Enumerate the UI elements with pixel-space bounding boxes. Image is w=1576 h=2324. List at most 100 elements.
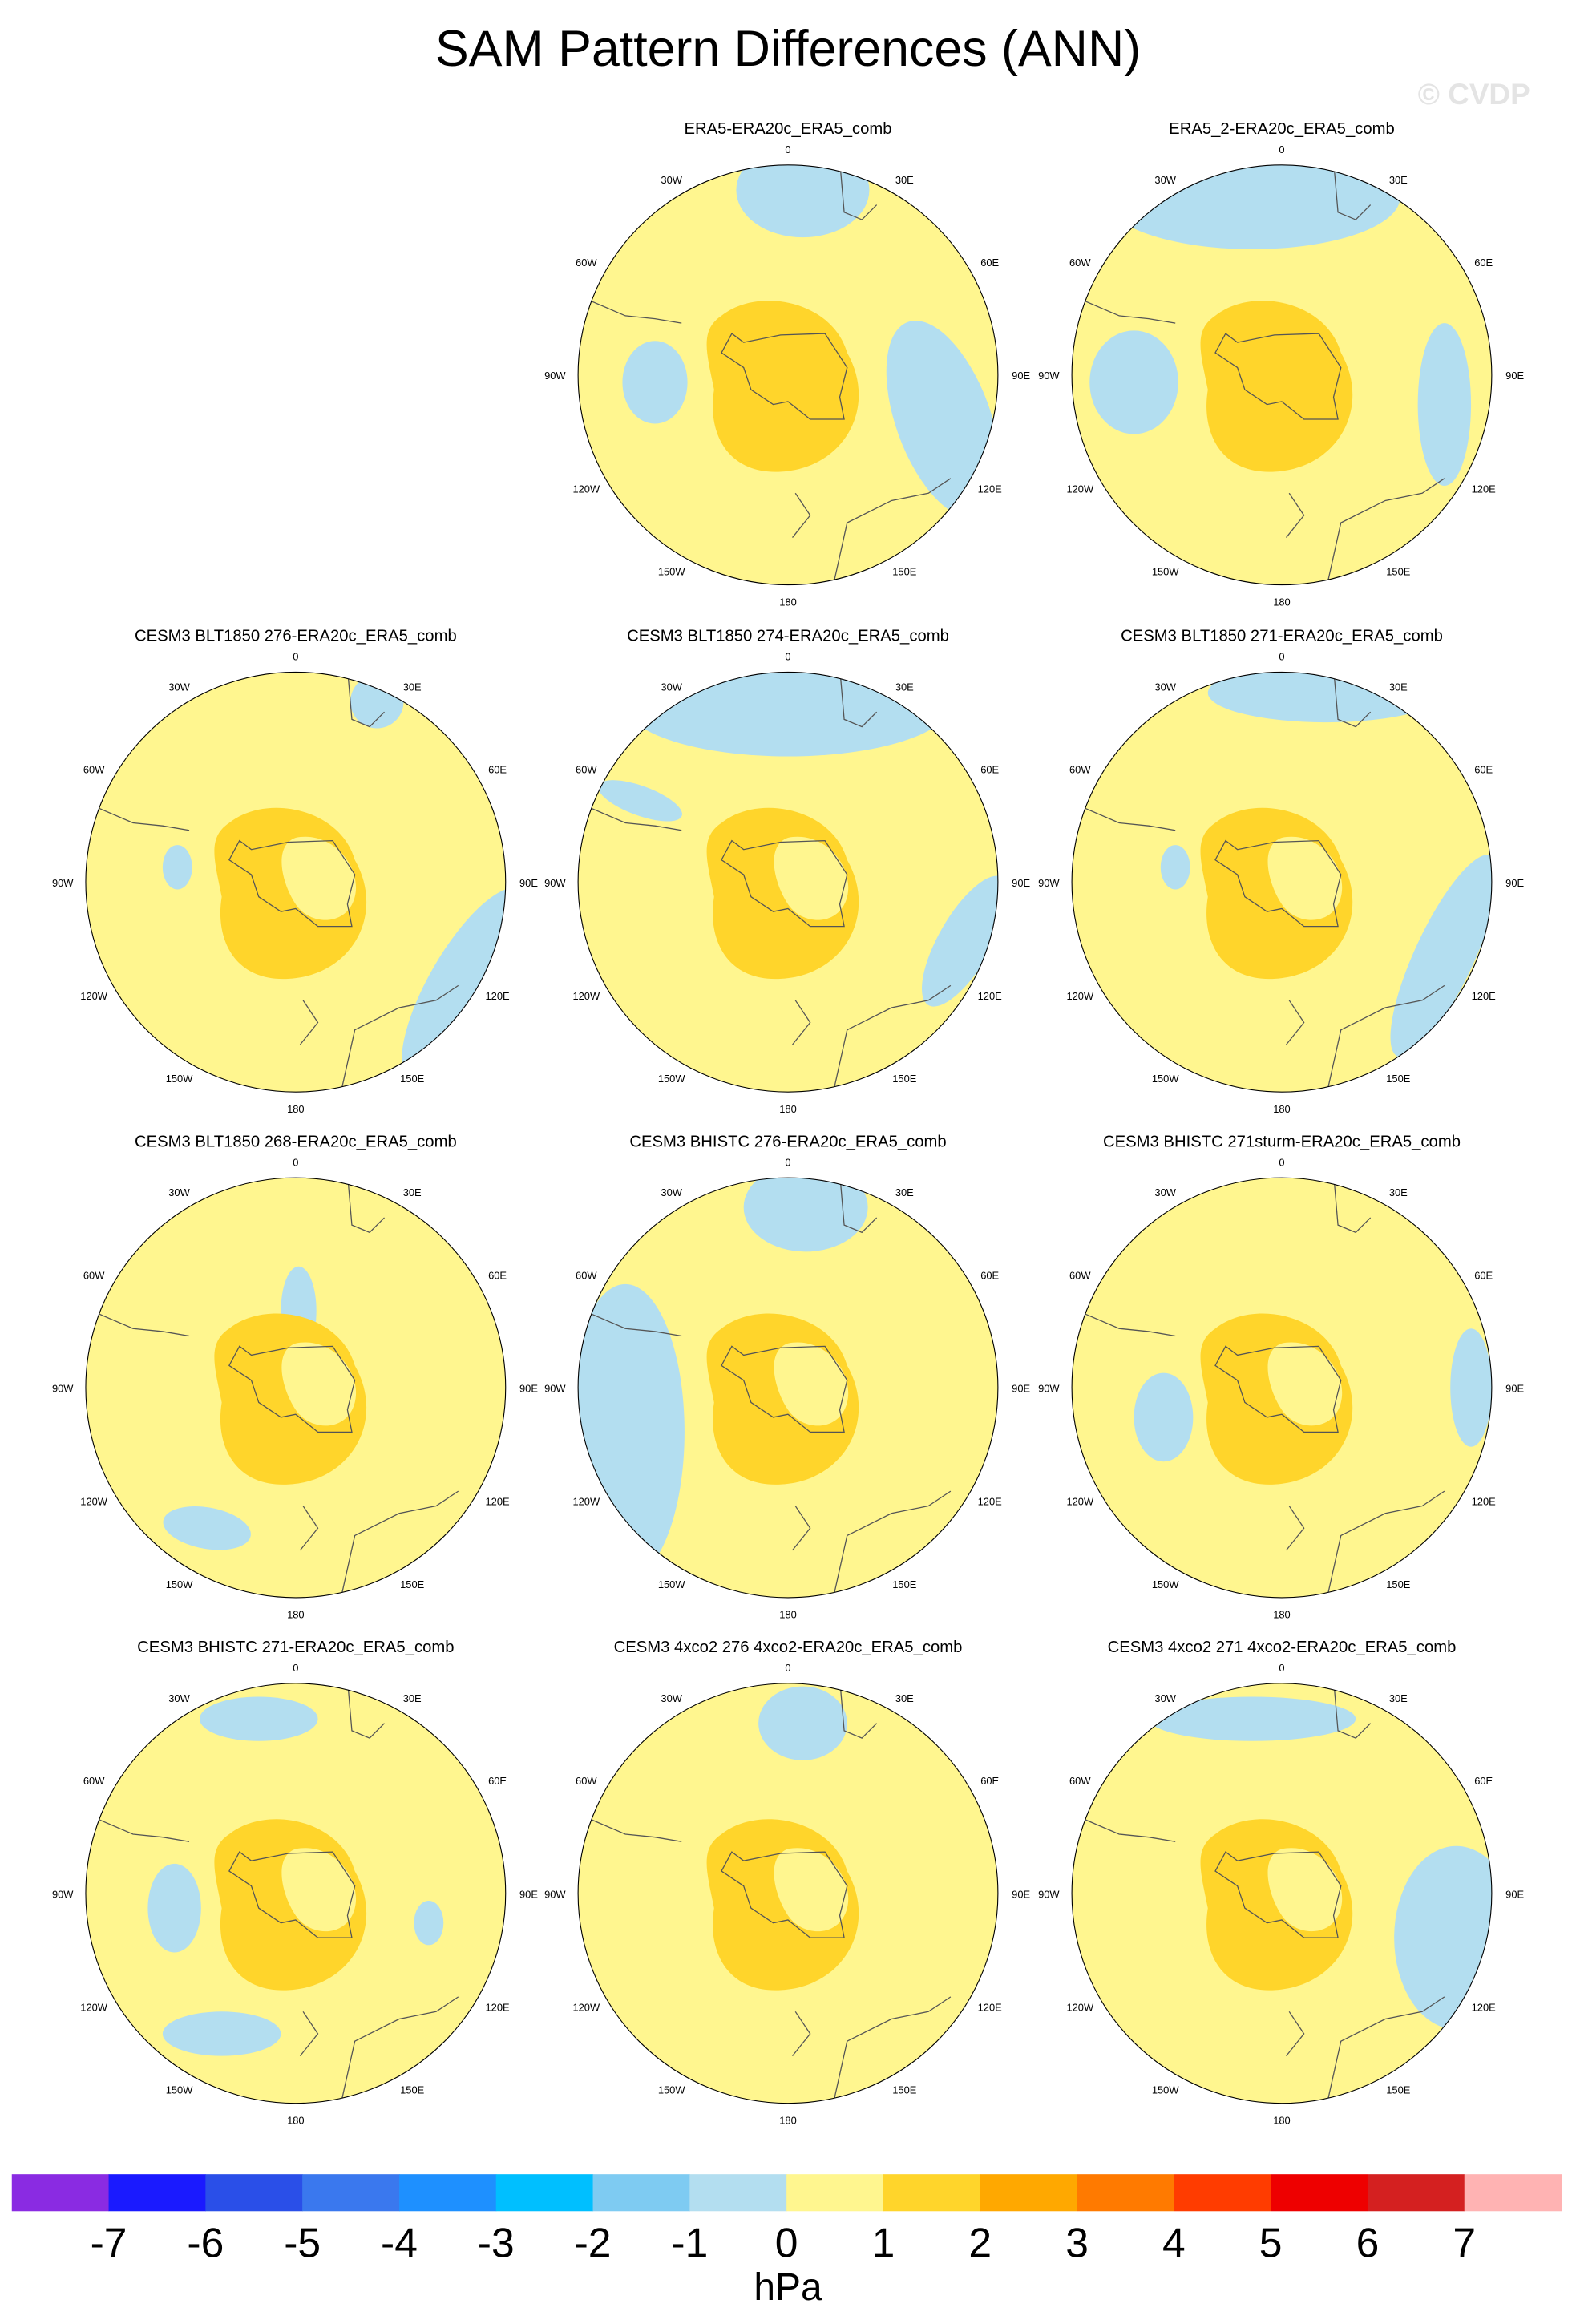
longitude-label: 120W [1066, 483, 1094, 495]
negative-anomaly [622, 341, 688, 424]
coastline [1214, 839, 1342, 928]
coastline [721, 839, 848, 928]
longitude-label: 60W [1069, 764, 1091, 776]
longitude-label: 60W [1069, 1269, 1091, 1281]
longitude-label: 120W [572, 483, 600, 495]
longitude-label: 30E [895, 681, 914, 693]
weak-anomaly [1267, 836, 1343, 920]
longitude-label: 120E [486, 1496, 511, 1508]
negative-anomaly [758, 1686, 847, 1760]
negative-anomaly [1089, 330, 1178, 434]
colorbar-box [1367, 2174, 1465, 2212]
longitude-label: 30W [168, 1692, 190, 1704]
longitude-label: 150W [658, 2084, 686, 2096]
longitude-label: 150W [658, 566, 686, 578]
panel-title: CESM3 BHISTC 276-ERA20c_ERA5_comb [629, 1133, 946, 1150]
map-panel: CESM3 BHISTC 271sturm-ERA20c_ERA5_comb 0 3… [1038, 1133, 1524, 1620]
longitude-label: 90W [544, 877, 566, 889]
longitude-label: 0 [1279, 143, 1284, 156]
longitude-label: 90E [519, 1383, 538, 1395]
map-border [577, 671, 999, 1093]
map-panel: CESM3 BHISTC 276-ERA20c_ERA5_comb 0 30E 60E… [544, 1133, 1030, 1620]
colorbar-box [980, 2174, 1078, 2212]
colorbar-label: -5 [284, 2219, 321, 2265]
negative-anomaly [598, 780, 682, 822]
longitude-label: 30W [661, 681, 682, 693]
map-panel: CESM3 4xco2 271 4xco2-ERA20c_ERA5_comb 0 3… [1038, 1639, 1524, 2126]
map-fill [85, 1683, 506, 2104]
longitude-label: 180 [287, 2114, 305, 2126]
longitude-label: 90E [1505, 1888, 1524, 1900]
negative-anomaly [1394, 1845, 1492, 2030]
negative-anomaly [402, 887, 506, 1084]
longitude-label: 60W [576, 764, 597, 776]
panel-title: CESM3 BLT1850 276-ERA20c_ERA5_comb [135, 628, 457, 645]
longitude-label: 90W [1038, 370, 1060, 382]
colorbar-label: 3 [1065, 2219, 1089, 2265]
longitude-label: 30E [895, 174, 914, 186]
longitude-label: 150W [1152, 2084, 1180, 2096]
colorbar-box [689, 2174, 787, 2212]
longitude-label: 60W [576, 1775, 597, 1787]
weak-anomaly [774, 1342, 849, 1426]
longitude-label: 180 [1273, 2114, 1291, 2126]
longitude-label: 150W [658, 1073, 686, 1085]
negative-anomaly [1450, 1328, 1492, 1447]
negative-anomaly [162, 2011, 281, 2056]
watermark: © CVDP [1418, 78, 1530, 111]
longitude-label: 120E [978, 2001, 1003, 2013]
map-panel: CESM3 BLT1850 276-ERA20c_ERA5_comb 0 30E 60… [52, 628, 538, 1115]
map-border [577, 1683, 999, 2104]
map-panel: ERA5-ERA20c_ERA5_comb 0 30E 60E 90E 120E 150E 1… [544, 120, 1030, 608]
longitude-label: 0 [785, 1662, 790, 1674]
panel-title: CESM3 BLT1850 271-ERA20c_ERA5_comb [1121, 628, 1443, 645]
colorbar-box [108, 2174, 206, 2212]
longitude-label: 120E [1472, 1496, 1497, 1508]
longitude-label: 150E [1386, 1578, 1411, 1590]
longitude-label: 120W [572, 1496, 600, 1508]
map-fill [1072, 1683, 1492, 2104]
longitude-label: 30E [403, 1186, 422, 1198]
coastline [228, 1345, 356, 1433]
longitude-label: 120E [1472, 990, 1497, 1002]
weak-anomaly [774, 836, 849, 920]
coastline [1214, 333, 1342, 420]
longitude-label: 90E [1505, 370, 1524, 382]
longitude-label: 150E [1386, 566, 1411, 578]
longitude-label: 150E [892, 2084, 917, 2096]
coastline [1214, 1345, 1342, 1433]
longitude-label: 90W [544, 370, 566, 382]
negative-anomaly [1149, 1696, 1356, 1741]
colorbar-box [205, 2174, 303, 2212]
map-border [85, 1177, 507, 1599]
colorbar-label: -3 [478, 2219, 515, 2265]
longitude-label: 30E [895, 1692, 914, 1704]
map-panel: CESM3 4xco2 276 4xco2-ERA20c_ERA5_comb 0 3… [544, 1639, 1030, 2126]
longitude-label: 60W [576, 257, 597, 269]
colorbar-box [883, 2174, 981, 2212]
map-panel: CESM3 BHISTC 271-ERA20c_ERA5_comb 0 30E 60E… [52, 1639, 538, 2126]
panel-title: CESM3 BLT1850 268-ERA20c_ERA5_comb [135, 1133, 457, 1150]
longitude-label: 90W [544, 1383, 566, 1395]
longitude-label: 120W [572, 2001, 600, 2013]
longitude-label: 60W [576, 1269, 597, 1281]
negative-anomaly [1160, 845, 1190, 890]
longitude-label: 60W [83, 764, 105, 776]
map-panel: CESM3 BLT1850 271-ERA20c_ERA5_comb 0 30E 60… [1038, 628, 1524, 1115]
colorbar-label: -6 [187, 2219, 224, 2265]
longitude-label: 0 [785, 651, 790, 663]
longitude-label: 90E [1012, 877, 1030, 889]
longitude-label: 30W [661, 174, 682, 186]
longitude-label: 150W [166, 1578, 194, 1590]
longitude-label: 0 [293, 651, 298, 663]
longitude-label: 30E [1389, 1692, 1408, 1704]
panel-title: CESM3 BHISTC 271sturm-ERA20c_ERA5_comb [1103, 1133, 1461, 1150]
colorbar-label: -1 [671, 2219, 708, 2265]
weak-anomaly [281, 836, 357, 920]
coastline [85, 1178, 459, 1598]
longitude-label: 30E [403, 681, 422, 693]
coastline [85, 672, 459, 1093]
longitude-label: 0 [293, 1662, 298, 1674]
longitude-label: 120E [486, 2001, 511, 2013]
longitude-label: 90E [1505, 877, 1524, 889]
